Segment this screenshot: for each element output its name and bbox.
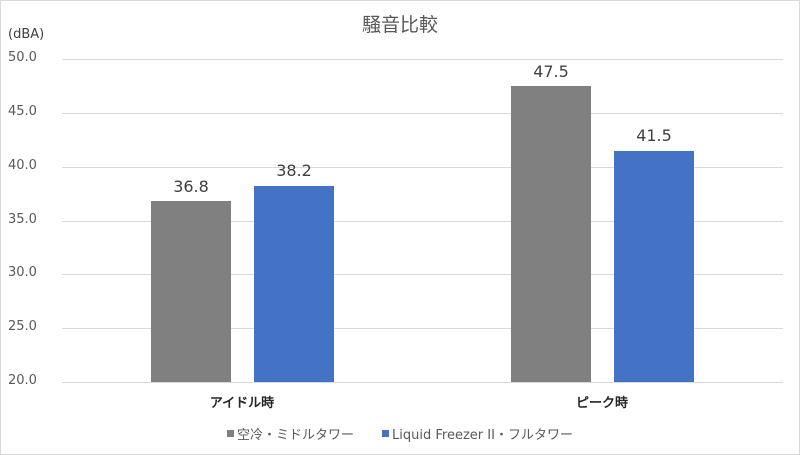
y-tick-label: 30.0 [8,265,37,280]
bar-peak-air-cooler [511,86,591,382]
gridline-45 [62,113,783,114]
legend-item-air-cooler: 空冷・ミドルタワー [227,424,354,443]
x-category-peak: ピーク時 [575,396,628,411]
gridline-35 [62,221,783,222]
bar-idle-liquid-freezer [254,186,334,382]
legend-swatch-gray-icon [227,430,235,437]
y-tick-label: 50.0 [8,50,37,65]
legend-item-liquid-freezer: Liquid Freezer II・フルタワー [382,424,573,443]
y-axis-unit-label: (dBA) [8,27,45,42]
y-tick-label: 20.0 [8,373,37,388]
x-axis-baseline [62,382,783,383]
bar-peak-liquid-freezer [614,151,694,382]
gridline-50 [62,59,783,60]
gridline-40 [62,167,783,168]
legend-swatch-blue-icon [382,430,390,437]
legend: 空冷・ミドルタワー Liquid Freezer II・フルタワー [0,424,800,443]
y-tick-label: 25.0 [8,319,37,334]
chart-title: 騒音比較 [361,14,438,36]
legend-label: 空冷・ミドルタワー [237,428,355,443]
gridline-30 [62,274,783,275]
legend-label: Liquid Freezer II・フルタワー [392,428,573,443]
data-label-peak-liquid-freezer: 41.5 [636,126,672,145]
gridline-25 [62,328,783,329]
data-label-idle-liquid-freezer: 38.2 [276,161,312,180]
y-tick-label: 45.0 [8,104,37,119]
y-tick-label: 35.0 [8,212,37,227]
x-category-idle: アイドル時 [209,396,275,411]
bar-idle-air-cooler [151,201,231,382]
y-tick-label: 40.0 [8,158,37,173]
data-label-idle-air-cooler: 36.8 [173,177,209,196]
data-label-peak-air-cooler: 47.5 [533,62,569,81]
